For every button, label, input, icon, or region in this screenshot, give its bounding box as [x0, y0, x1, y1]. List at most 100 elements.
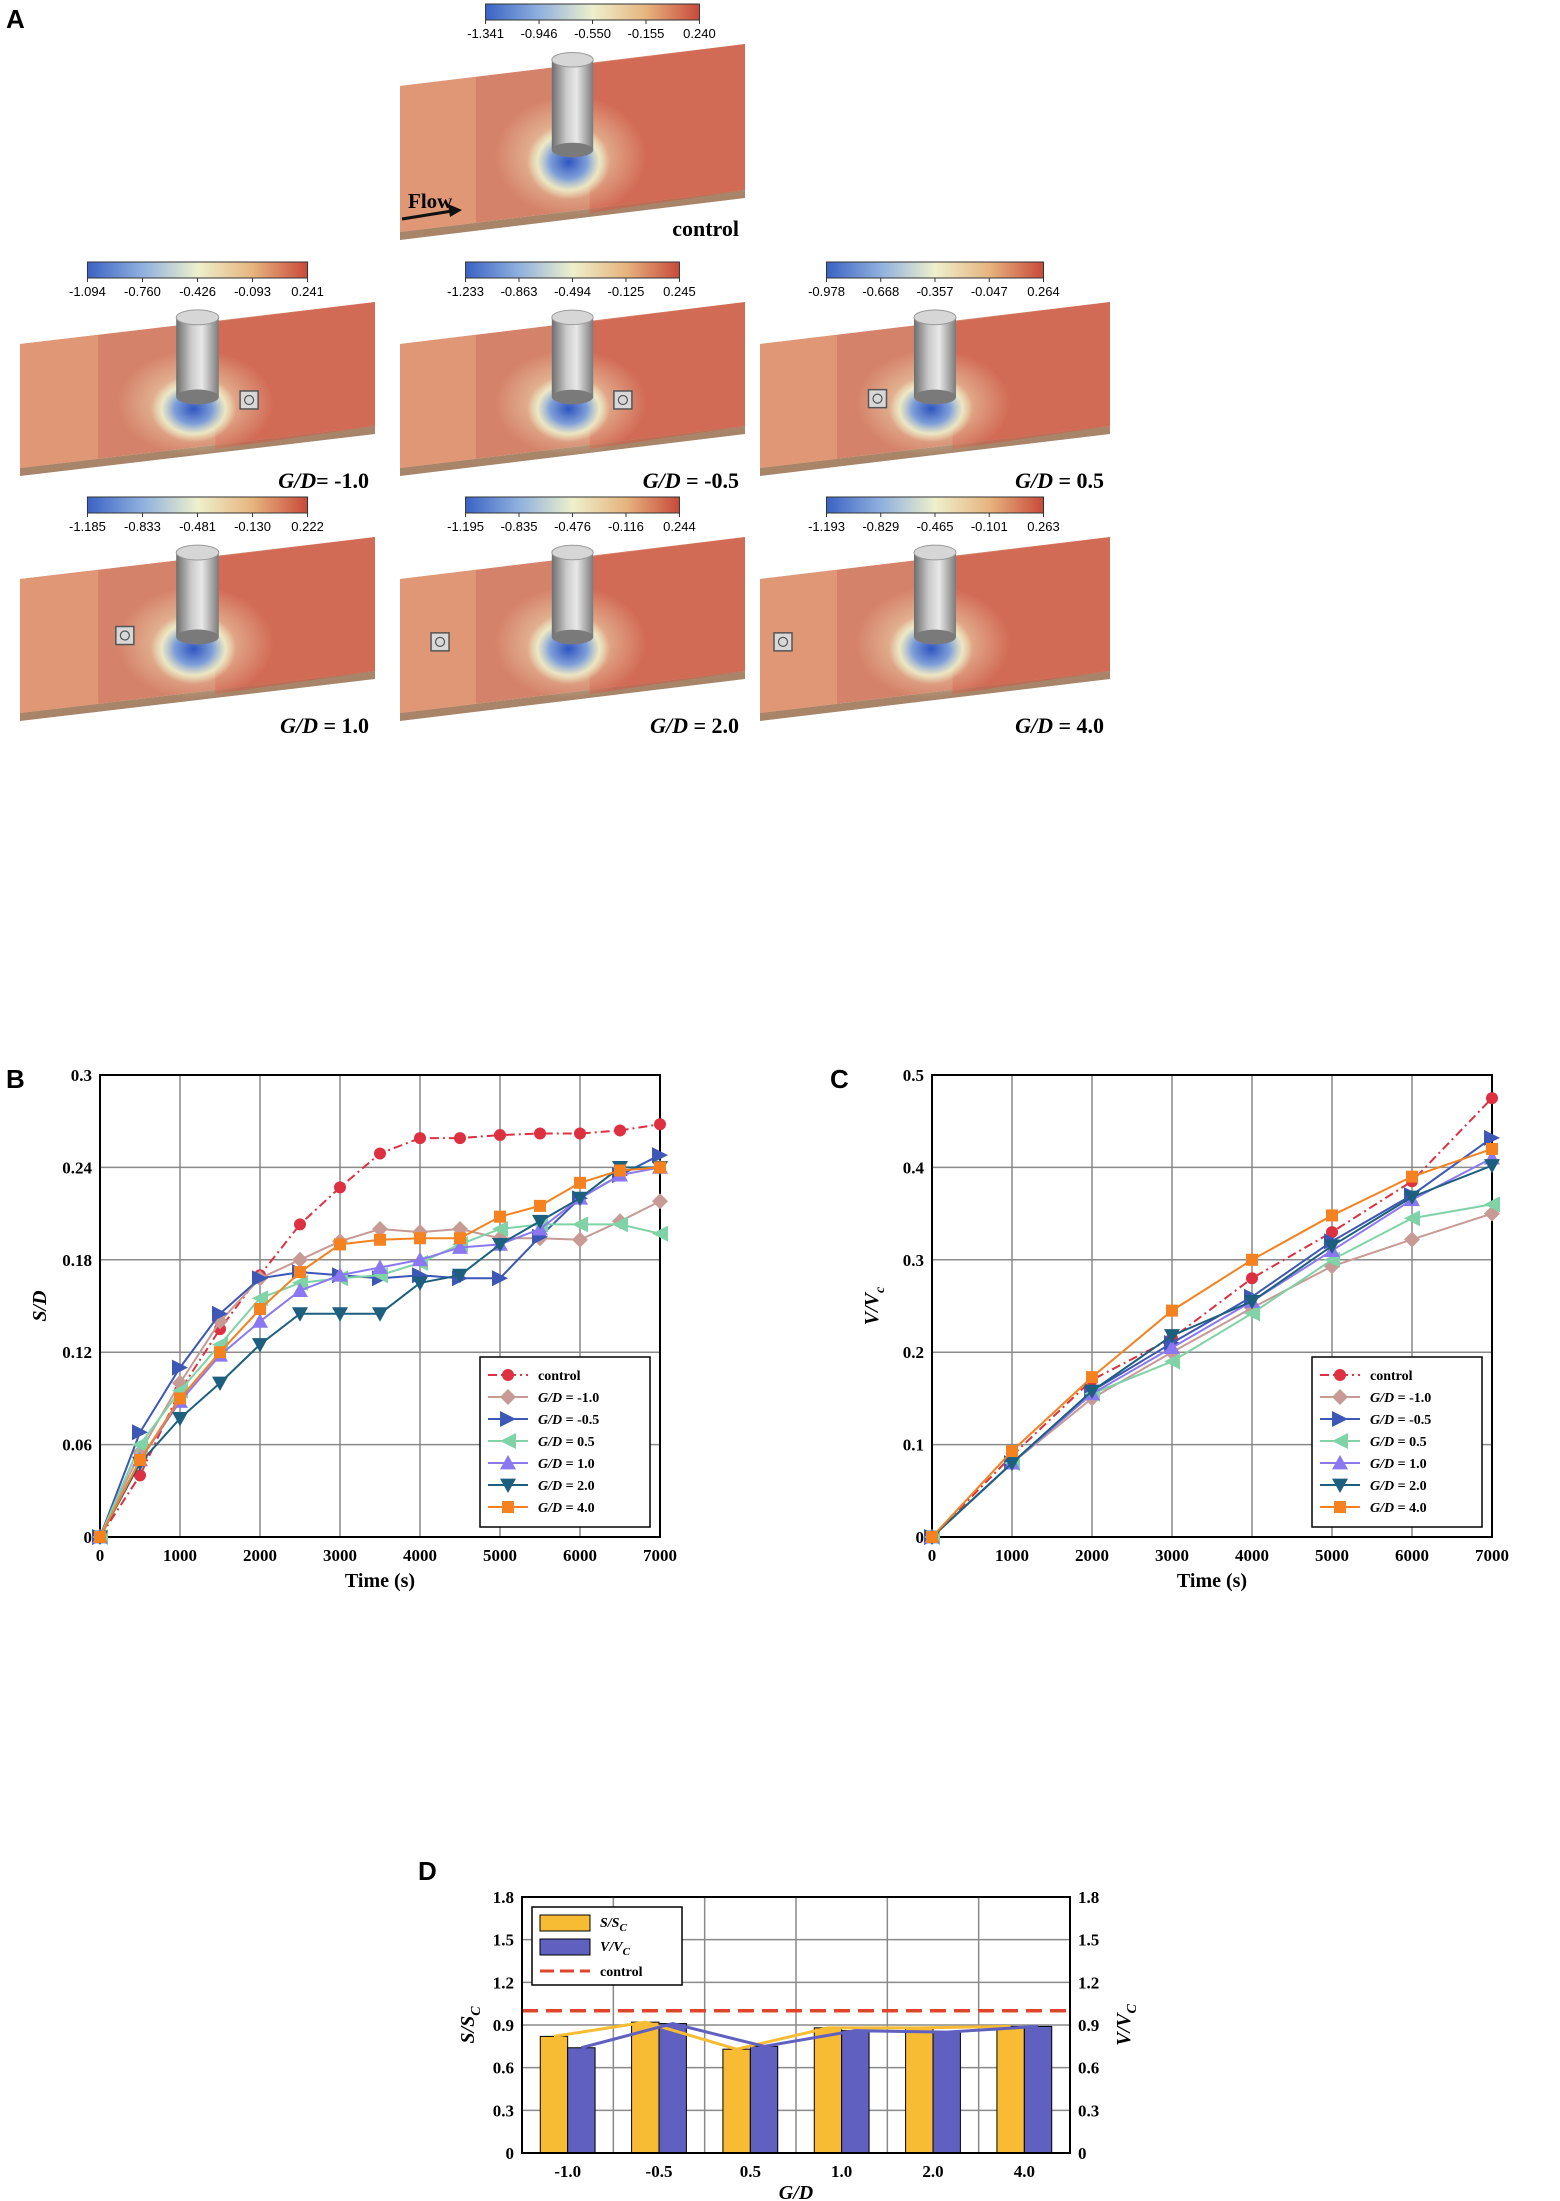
- data-point: [1484, 1196, 1500, 1213]
- data-point: [294, 1266, 306, 1279]
- panel-letter-d: D: [418, 1856, 437, 1886]
- data-point: [452, 1239, 468, 1254]
- y-tick-label-left: 1.2: [493, 1973, 514, 1992]
- bar-v: [567, 2047, 596, 2154]
- x-axis-label: Time (s): [1177, 1570, 1247, 1592]
- data-point: [174, 1392, 186, 1405]
- legend-label: control: [1370, 1369, 1413, 1384]
- y-axis-label-right: V/VC: [1113, 2004, 1140, 2046]
- data-point: [412, 1251, 428, 1267]
- x-tick-label: 5000: [483, 1546, 517, 1565]
- data-point: [574, 1127, 586, 1140]
- panel-letter-a: A: [6, 4, 25, 34]
- series-line: [931, 1147, 1493, 1538]
- pile-base: [551, 142, 594, 158]
- data-point: [252, 1313, 268, 1328]
- series-line-v: [580, 2022, 1039, 2050]
- data-point: [1484, 1129, 1500, 1146]
- series-line-s: [553, 2020, 1011, 2051]
- x-tick-label: -1.0: [554, 2162, 581, 2181]
- data-point: [1164, 1353, 1180, 1370]
- y-tick-label-left: 0: [506, 2144, 515, 2163]
- legend-label: S/SC: [600, 1916, 627, 1934]
- legend-label: G/D = 0.5: [1370, 1435, 1427, 1450]
- y-tick-label-right: 1.8: [1078, 1888, 1099, 1907]
- chart-c: 0 1000 2000 3000 4000 5000 6000 7000 0 0.1 0.2 0.3 0…: [861, 1066, 1509, 1592]
- legend-label: G/D = 1.0: [1370, 1457, 1427, 1472]
- data-point: [502, 1501, 514, 1513]
- colorbar-tick-label: -0.125: [608, 284, 645, 299]
- data-point: [500, 1478, 516, 1493]
- x-tick-label: 1.0: [831, 2162, 852, 2181]
- cube-icon: [773, 632, 793, 652]
- data-point: [1334, 1501, 1346, 1513]
- data-point: [572, 1216, 588, 1233]
- cube-hole-icon: [434, 636, 446, 647]
- x-tick-label: 3000: [323, 1546, 357, 1565]
- data-point: [1332, 1389, 1348, 1405]
- y-tick-label-right: 0.3: [1078, 2101, 1099, 2120]
- data-point: [1004, 1456, 1020, 1472]
- legend-label: G/D = 4.0: [1370, 1501, 1427, 1516]
- colorbar: [86, 496, 309, 514]
- contour-panel-gd-minus-1: -1.094 -0.760 -0.426 -0.093 0.241 G/D= -1.0: [20, 261, 375, 493]
- chart-d: 0 0 0.3 0.3 0.6 0.6 0.9 0.9 1.2 1.2 1.5 1.5 1.8 1.8 -1…: [457, 1888, 1140, 2201]
- contour-panel-gd-1: -1.185 -0.833 -0.481 -0.130 0.222 G/D = 1.0: [20, 496, 375, 738]
- series-line: [931, 1164, 1493, 1538]
- cube-icon: [239, 390, 259, 410]
- colorbar-tick-label: -1.094: [69, 284, 106, 299]
- upstream-region: [760, 335, 837, 468]
- y-tick-label: 0.18: [62, 1251, 92, 1270]
- data-point: [332, 1307, 348, 1322]
- data-point: [1164, 1329, 1180, 1344]
- pile-base: [914, 389, 956, 405]
- legend-swatch: [539, 1914, 591, 1932]
- legend-label: control: [538, 1369, 581, 1384]
- colorbar-tick-label: -0.481: [179, 519, 216, 534]
- y-tick-label-left: 0.3: [493, 2101, 514, 2120]
- legend-label: G/D = 4.0: [538, 1501, 595, 1516]
- x-tick-label: 2000: [243, 1546, 277, 1565]
- colorbar-tick-label: -0.863: [501, 284, 538, 299]
- data-point: [1084, 1384, 1100, 1400]
- colorbar-tick-label: -0.978: [808, 284, 845, 299]
- data-point: [572, 1191, 588, 1207]
- data-point: [374, 1147, 386, 1160]
- data-point: [494, 1129, 506, 1142]
- bar-v: [932, 2031, 961, 2154]
- colorbar-tick-label: 0.241: [291, 284, 324, 299]
- bar-v: [841, 2030, 870, 2154]
- data-point: [172, 1359, 188, 1376]
- cube-hole-icon: [872, 393, 883, 404]
- data-point: [1324, 1239, 1340, 1254]
- legend-label: G/D = 2.0: [538, 1479, 595, 1494]
- cube-icon: [867, 388, 888, 409]
- colorbar-tick-label: 0.263: [1027, 519, 1060, 534]
- data-point: [414, 1232, 426, 1245]
- colorbar-tick-label: -0.093: [234, 284, 271, 299]
- contour-panel-gd-2: -1.195 -0.835 -0.476 -0.116 0.244 G/D = 2.0: [400, 496, 745, 738]
- colorbar-tick-label: -0.357: [917, 284, 954, 299]
- data-point: [334, 1238, 346, 1251]
- panel-label: G/D = 2.0: [650, 713, 739, 738]
- x-axis-label: G/D: [779, 2182, 813, 2201]
- data-point: [500, 1389, 516, 1405]
- legend-label-control: control: [600, 1965, 643, 1980]
- colorbar: [485, 3, 700, 21]
- colorbar-tick-label: -0.833: [124, 519, 161, 534]
- contour-panel-gd-4: -1.193 -0.829 -0.465 -0.101 0.263 G/D = 4.0: [760, 496, 1110, 738]
- data-point: [292, 1282, 308, 1297]
- contour-panel-gd-minus-0-5: -1.233 -0.863 -0.494 -0.125 0.245 G/D = -0.5: [400, 261, 745, 493]
- y-tick-label-right: 1.5: [1078, 1931, 1099, 1950]
- data-point: [492, 1270, 508, 1287]
- data-point: [500, 1455, 516, 1470]
- bar-v: [1023, 2025, 1053, 2154]
- data-point: [134, 1469, 146, 1482]
- data-point: [132, 1424, 148, 1441]
- x-tick-label: 3000: [1155, 1546, 1189, 1565]
- legend-label: V/VC: [600, 1940, 631, 1958]
- data-point: [212, 1305, 228, 1322]
- data-point: [492, 1221, 508, 1237]
- data-point: [1326, 1226, 1338, 1239]
- data-point: [1404, 1210, 1420, 1227]
